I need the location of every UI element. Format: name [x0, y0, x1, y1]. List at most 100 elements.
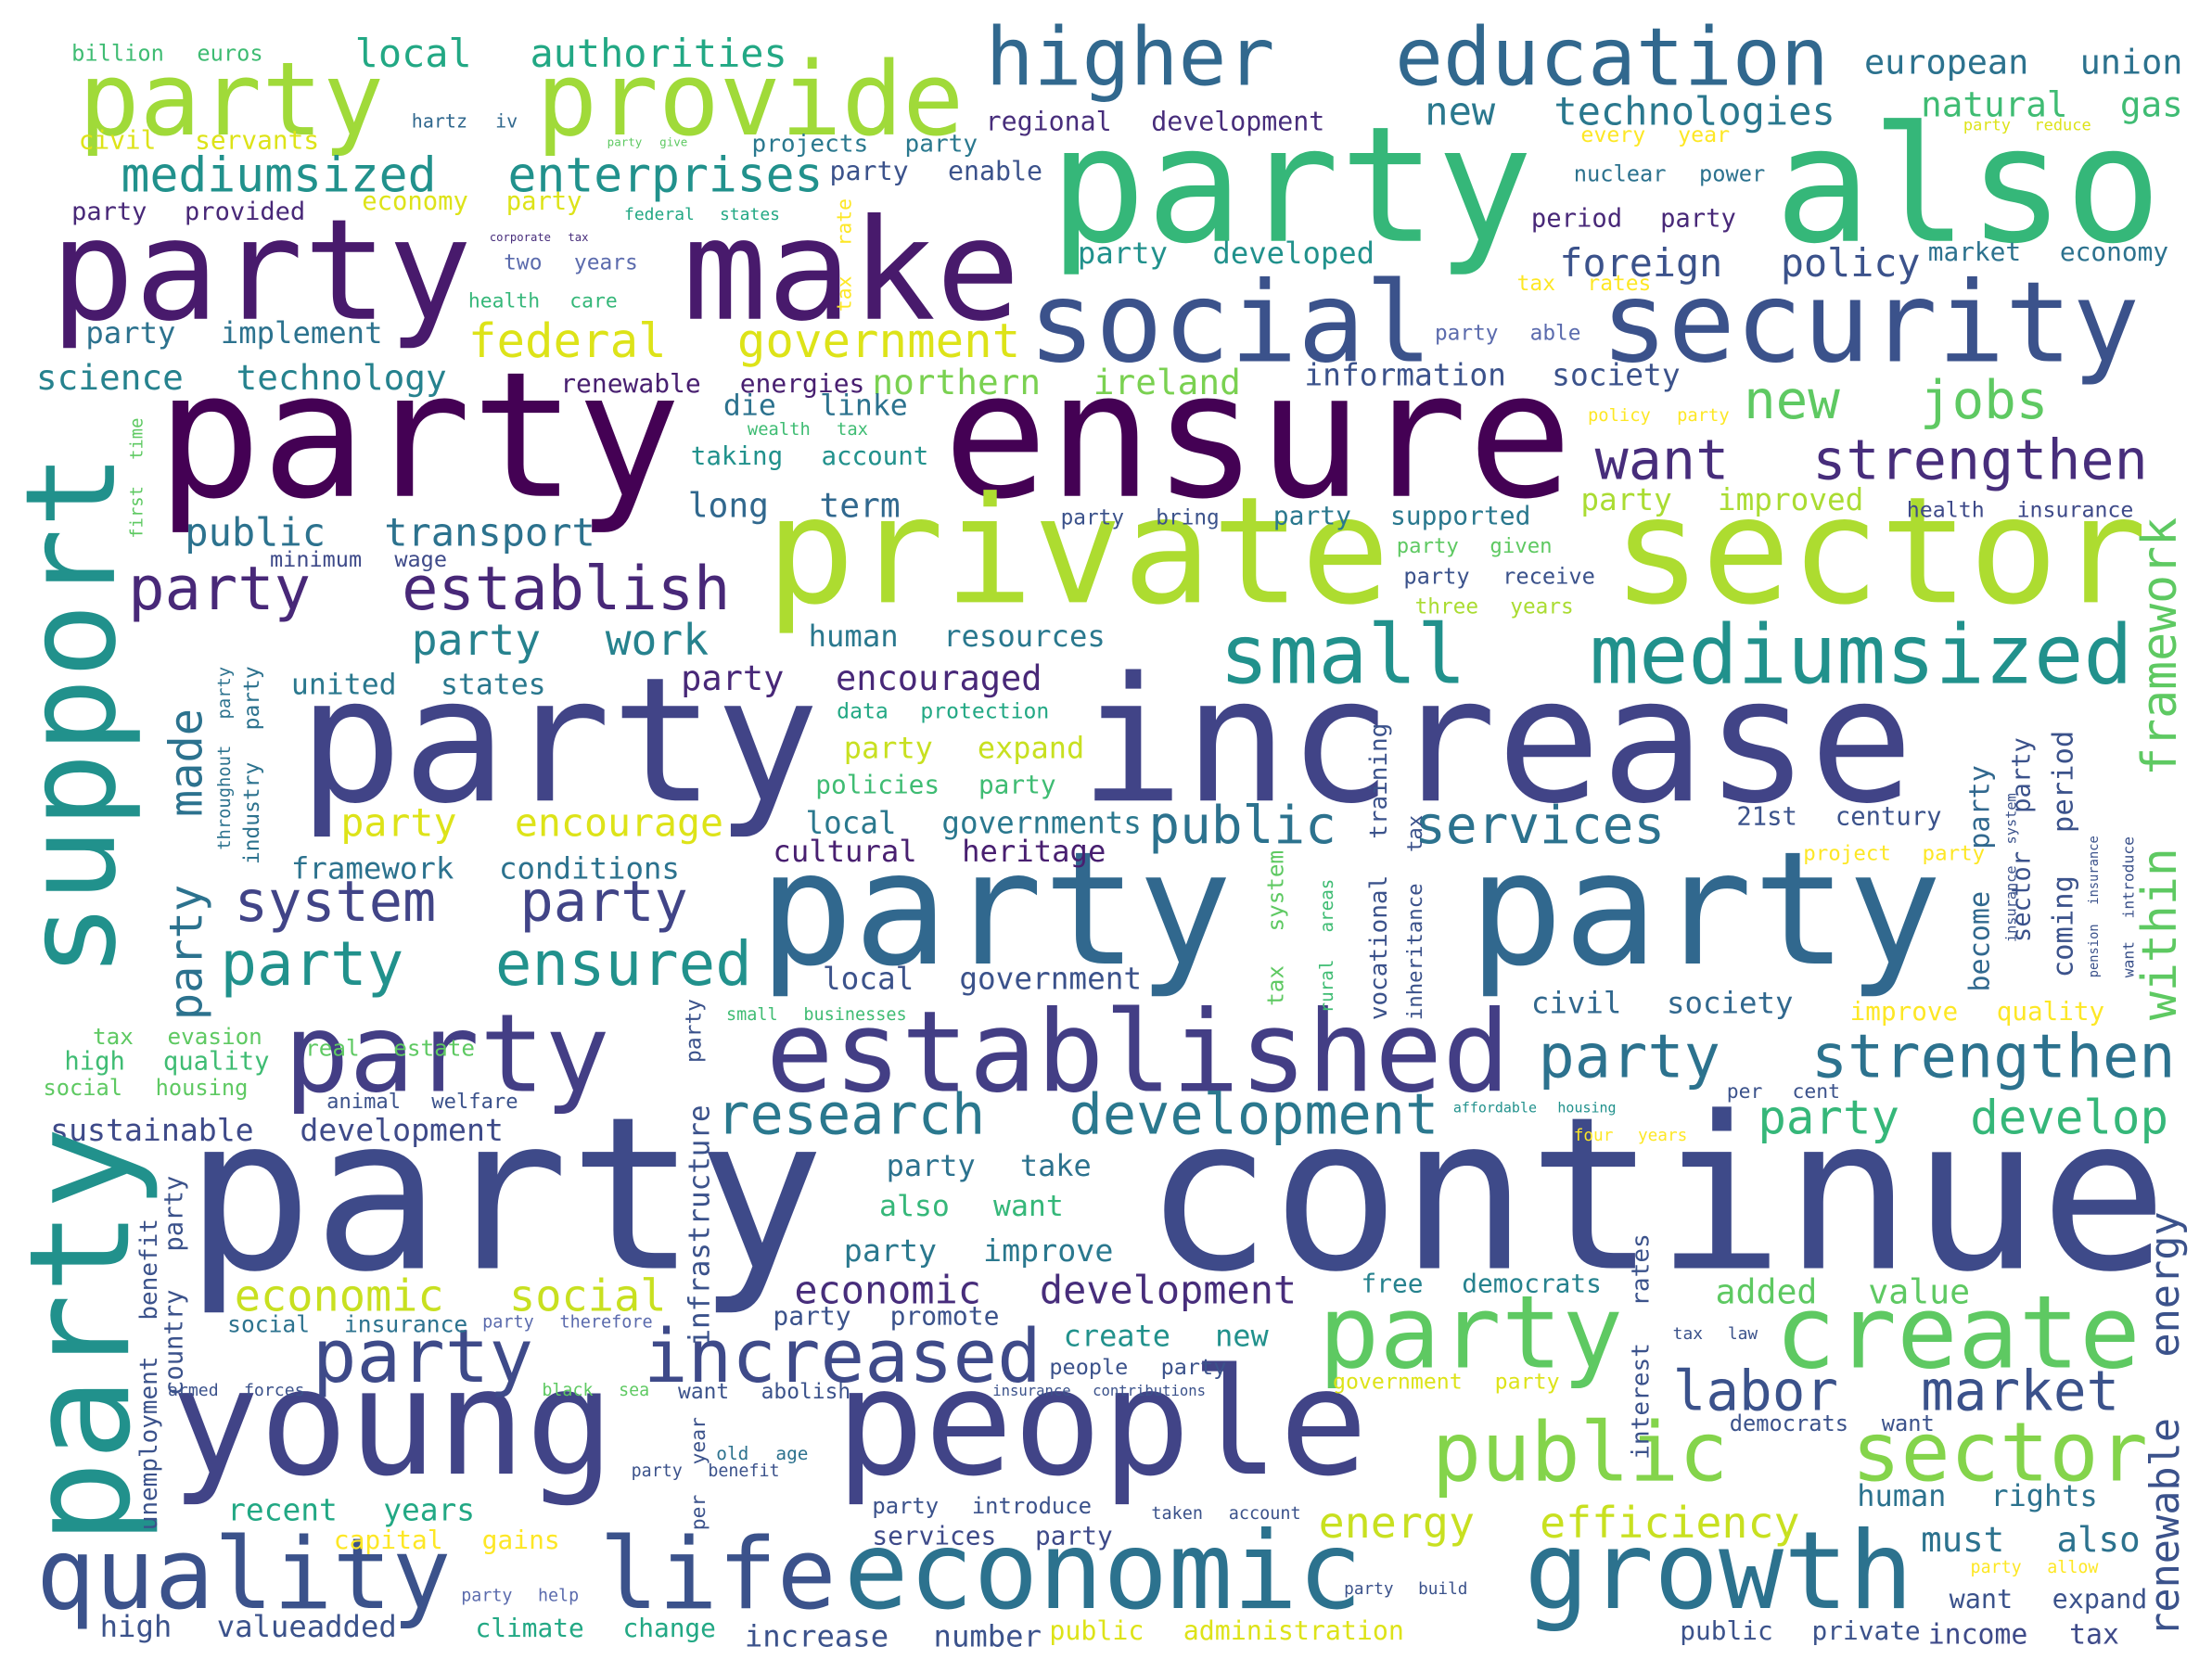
word: party developed	[1078, 236, 1375, 271]
word: corporate tax	[490, 231, 589, 244]
word: want introduce	[2119, 836, 2137, 977]
word: taking account	[691, 441, 929, 471]
word: government party	[1333, 1369, 1560, 1394]
word: projects party	[752, 130, 978, 158]
word: also want	[879, 1190, 1064, 1223]
word: party increased	[313, 1314, 1042, 1399]
word: added value	[1716, 1272, 1971, 1312]
word: party ensure	[157, 336, 1573, 538]
word: small mediumsized	[1220, 606, 2133, 702]
word: income tax	[1928, 1618, 2119, 1651]
word: party strengthen	[1539, 1021, 2176, 1091]
word: party take	[887, 1148, 1092, 1183]
word: party bring	[1061, 505, 1220, 530]
word: party allow	[1971, 1558, 2100, 1577]
word: unemployment benefit	[135, 1219, 163, 1530]
word: black sea	[542, 1381, 649, 1400]
word: country party	[160, 1176, 188, 1396]
word: social security	[1028, 259, 2140, 389]
word: party ensured	[221, 929, 752, 1000]
word: public private	[1680, 1615, 1920, 1646]
word: old age	[716, 1443, 808, 1464]
word: northern ireland	[872, 362, 1240, 402]
word: foreign policy	[1559, 240, 1920, 286]
word: united states	[291, 669, 546, 702]
word: want strengthen	[1595, 428, 2148, 492]
word: renewable energy	[2142, 1211, 2189, 1636]
word: tax rate	[833, 198, 856, 312]
word: interest rates	[1628, 1233, 1656, 1460]
word: science technology	[36, 357, 447, 398]
word: industry party	[240, 666, 264, 864]
word: small businesses	[726, 1005, 907, 1025]
word: local governments	[806, 805, 1142, 840]
word: support	[0, 453, 144, 977]
word: higher education	[986, 12, 1829, 105]
word: party improve	[844, 1232, 1114, 1269]
word: period party	[1531, 204, 1736, 233]
word: party help	[461, 1587, 579, 1606]
word: policy party	[1588, 406, 1730, 426]
word: federal states	[624, 205, 780, 224]
word: federal government	[468, 313, 1020, 368]
word: party provided	[71, 198, 305, 226]
word: natural gas	[1921, 83, 2183, 124]
word: new jobs	[1744, 369, 2048, 431]
word: renewable energies	[560, 368, 864, 399]
word: hartz iv	[412, 110, 518, 133]
word: capital gains	[334, 1525, 560, 1555]
word: young people	[171, 1338, 1368, 1509]
word: social housing	[44, 1075, 249, 1101]
word: must also	[1921, 1519, 2141, 1560]
word: party receive	[1403, 564, 1595, 590]
word: party give	[607, 134, 688, 148]
word: nuclear power	[1574, 161, 1766, 187]
word: health care	[468, 290, 618, 313]
word: local government	[823, 962, 1142, 997]
word: party enable	[830, 156, 1042, 186]
word: party build	[1344, 1580, 1467, 1599]
word: party provide	[79, 40, 965, 159]
word: public sector	[1432, 1405, 2148, 1500]
word: tax evasion	[93, 1023, 262, 1050]
word: party therefore	[482, 1313, 652, 1333]
word: party introduce	[872, 1493, 1092, 1519]
word: framework conditions	[291, 850, 680, 886]
word: new technologies	[1425, 88, 1835, 134]
word: pension insurance	[2087, 836, 2102, 977]
word: free democrats	[1362, 1269, 1602, 1299]
word: people party	[1049, 1354, 1226, 1380]
word: party encourage	[340, 800, 723, 846]
word: infrastructure	[684, 1104, 717, 1346]
word: data protection	[837, 700, 1049, 724]
word: civil society	[1531, 985, 1794, 1020]
word: party make	[50, 189, 1020, 352]
word: public services	[1148, 796, 1665, 856]
word: health insurance	[1907, 498, 2134, 523]
word: economic social	[235, 1270, 667, 1321]
word: vocational training	[1365, 723, 1393, 1020]
word: sector party	[2008, 737, 2037, 942]
word: policies party	[815, 770, 1055, 800]
word: per cent	[1727, 1080, 1840, 1104]
word: within framework	[2132, 517, 2188, 1020]
word: tax system	[1261, 850, 1288, 1006]
word: create new	[1064, 1319, 1270, 1354]
word: animal welfare	[326, 1090, 518, 1114]
word: party promote	[773, 1301, 999, 1332]
word: party given	[1397, 534, 1553, 558]
word: services party	[872, 1520, 1112, 1551]
word: private sector	[766, 465, 2147, 637]
word: party continue	[185, 1072, 2167, 1320]
word: party develop	[1758, 1090, 2168, 1144]
word: rural areas	[1316, 879, 1337, 1014]
word: become party	[1963, 765, 1996, 991]
word: party supported	[1273, 500, 1531, 530]
word: system party	[235, 870, 688, 935]
word: throughout party	[215, 667, 235, 850]
word: research development	[716, 1082, 1438, 1147]
word: civil servants	[79, 124, 319, 155]
